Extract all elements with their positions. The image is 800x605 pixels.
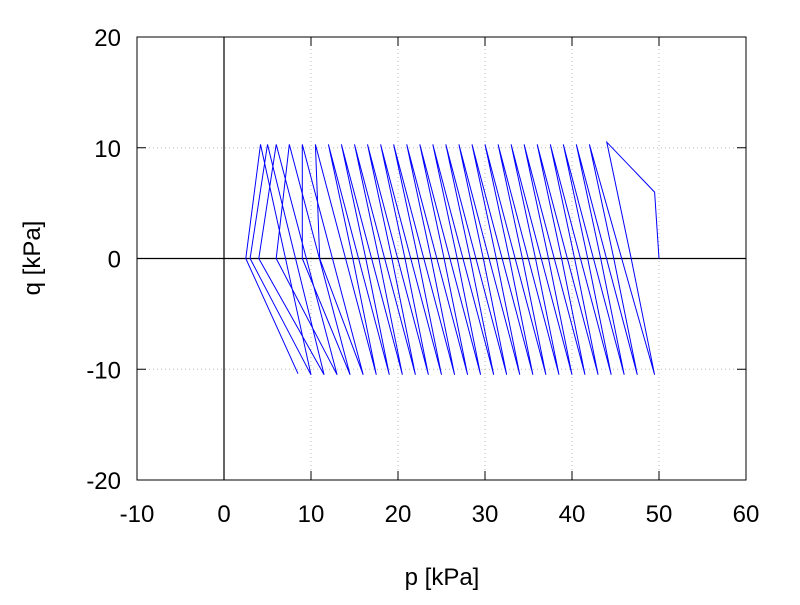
x-tick-label: 40: [559, 501, 586, 528]
y-tick-label: 20: [94, 25, 121, 52]
x-tick-label: 20: [385, 501, 412, 528]
y-axis-label: q [kPa]: [19, 221, 46, 296]
x-tick-label: 50: [646, 501, 673, 528]
x-tick-label: 10: [298, 501, 325, 528]
x-tick-label: 60: [733, 501, 760, 528]
x-tick-label: -10: [120, 501, 155, 528]
x-tick-label: 0: [217, 501, 230, 528]
y-tick-label: 0: [108, 247, 121, 274]
x-tick-label: 30: [472, 501, 499, 528]
y-tick-label: -20: [86, 468, 121, 495]
x-axis-label: p [kPa]: [405, 564, 480, 591]
y-tick-label: -10: [86, 357, 121, 384]
y-tick-label: 10: [94, 136, 121, 163]
plot-border: [136, 36, 747, 481]
data-line: [245, 140, 660, 376]
